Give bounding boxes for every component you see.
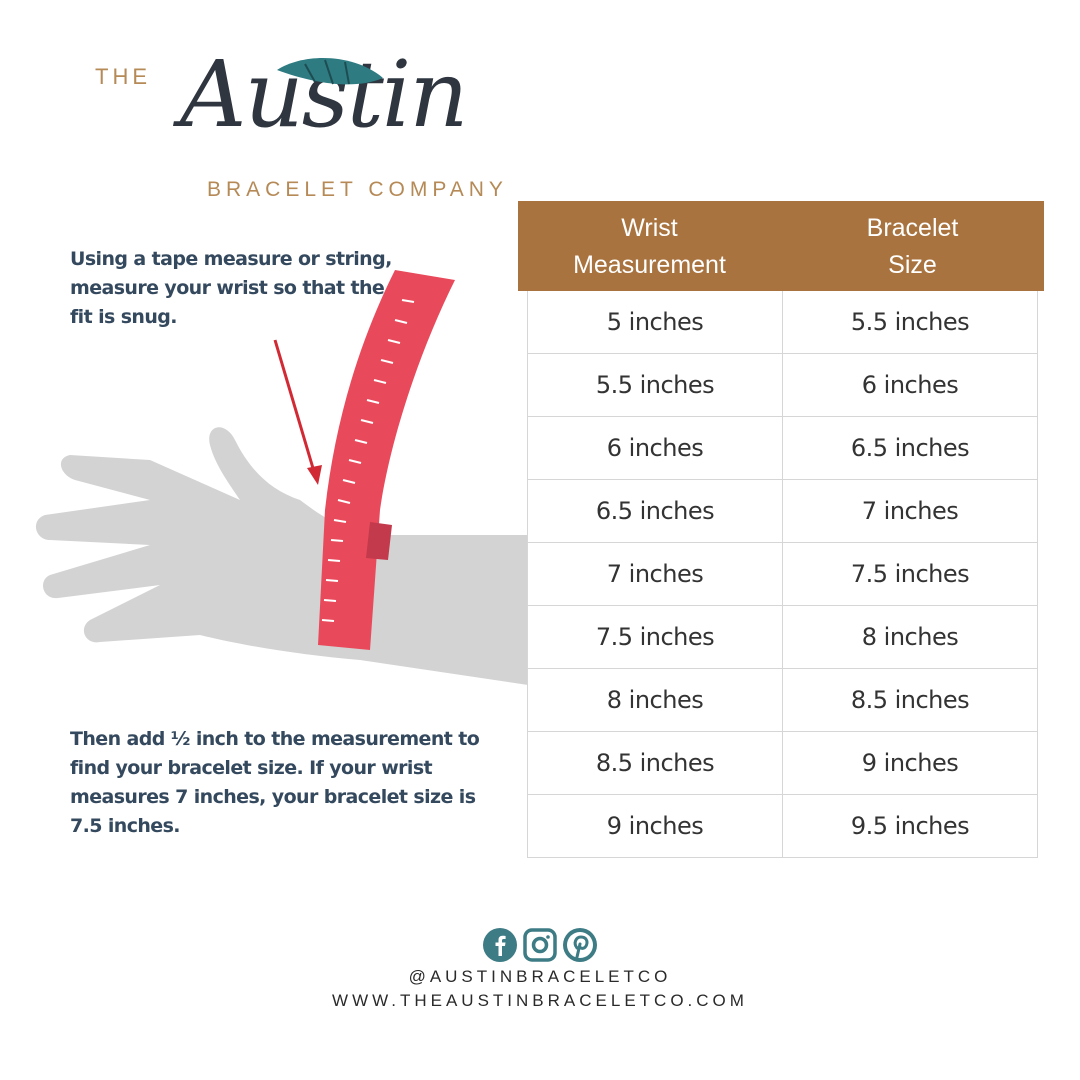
- logo-subtitle: BRACELET COMPANY: [207, 178, 508, 201]
- table-row: 9 inches 9.5 inches: [528, 794, 1037, 857]
- pinterest-icon[interactable]: [563, 928, 597, 962]
- social-icons: [0, 928, 1080, 962]
- instagram-icon[interactable]: [523, 928, 557, 962]
- bracelet-size-cell: 9.5 inches: [782, 795, 1037, 857]
- tape-ticks: [321, 299, 415, 622]
- bracelet-size-cell: 9 inches: [782, 732, 1037, 794]
- header-line: Size: [888, 251, 937, 279]
- instruction-add-half-inch: Then add ½ inch to the measurement to fi…: [70, 728, 480, 837]
- table-row: 7 inches 7.5 inches: [528, 542, 1037, 605]
- header-wrist-measurement: Wrist Measurement: [518, 201, 781, 291]
- wrist-measurement-cell: 6 inches: [606, 434, 704, 462]
- bracelet-size-cell: 5.5 inches: [782, 291, 1037, 353]
- header-line: Wrist: [621, 214, 678, 242]
- table-row: 5.5 inches 6 inches: [528, 353, 1037, 416]
- size-table: 5 inches 5.5 inches 5.5 inches 6 inches 6 in…: [527, 291, 1038, 858]
- social-handle[interactable]: @AUSTINBRACELETCO: [408, 967, 672, 986]
- header-line: Bracelet: [866, 214, 959, 242]
- bracelet-size-cell: 7 inches: [782, 480, 1037, 542]
- logo-the: THE: [95, 64, 151, 89]
- instruction-measure: Using a tape measure or string, measure …: [70, 248, 392, 328]
- header-bracelet-size: Bracelet Size: [781, 201, 1044, 291]
- bracelet-size-cell: 8.5 inches: [782, 669, 1037, 731]
- arrow: [273, 339, 317, 476]
- hand-illustration: [35, 270, 529, 685]
- header-line: Measurement: [573, 251, 726, 279]
- table-row: 6 inches 6.5 inches: [528, 416, 1037, 479]
- wrist-measurement-cell: 9 inches: [606, 812, 704, 840]
- table-row: 8.5 inches 9 inches: [528, 731, 1037, 794]
- table-row: 8 inches 8.5 inches: [528, 668, 1037, 731]
- bracelet-size-cell: 6 inches: [782, 354, 1037, 416]
- bracelet-size-cell: 8 inches: [782, 606, 1037, 668]
- bracelet-size-cell: 7.5 inches: [782, 543, 1037, 605]
- wrist-measurement-cell: 8 inches: [606, 686, 704, 714]
- wrist-measurement-cell: 7 inches: [606, 560, 704, 588]
- table-header: Wrist Measurement Bracelet Size: [518, 201, 1044, 291]
- bracelet-size-cell: 6.5 inches: [782, 417, 1037, 479]
- table-row: 7.5 inches 8 inches: [528, 605, 1037, 668]
- wrist-measurement-cell: 5 inches: [606, 308, 704, 336]
- wrist-measurement-cell: 6.5 inches: [595, 497, 715, 525]
- facebook-icon[interactable]: [483, 928, 517, 962]
- wrist-measurement-cell: 8.5 inches: [595, 749, 715, 777]
- wrist-measurement-cell: 7.5 inches: [595, 623, 715, 651]
- table-row: 6.5 inches 7 inches: [528, 479, 1037, 542]
- table-row: 5 inches 5.5 inches: [528, 291, 1037, 353]
- website-link[interactable]: WWW.THEAUSTINBRACELETCO.COM: [332, 991, 748, 1010]
- wrist-measurement-cell: 5.5 inches: [595, 371, 715, 399]
- leaf-icon: [277, 58, 383, 85]
